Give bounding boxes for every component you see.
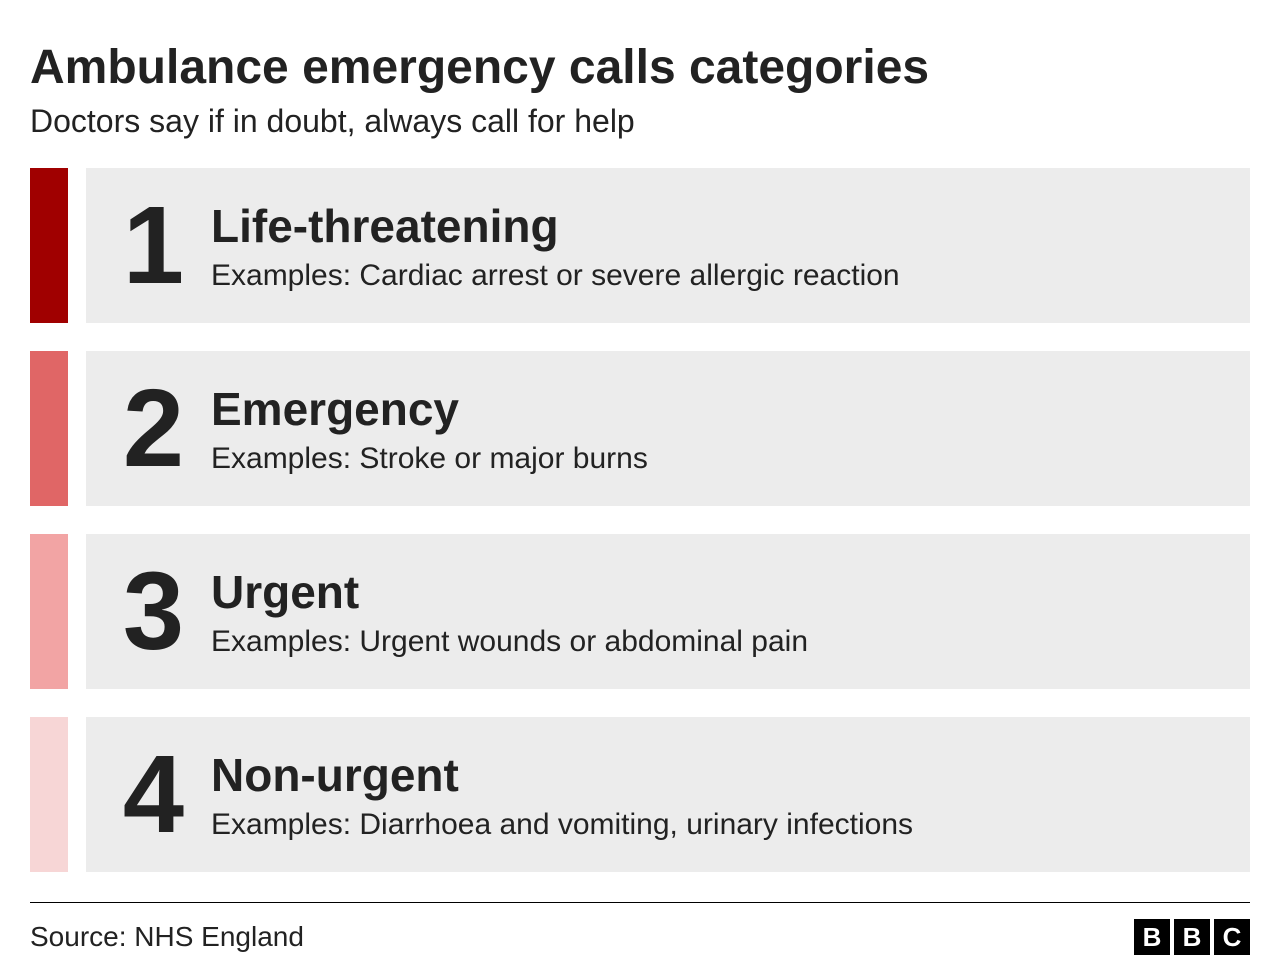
category-number: 4 — [96, 740, 211, 850]
category-examples: Examples: Urgent wounds or abdominal pai… — [211, 625, 808, 659]
category-row: 3 Urgent Examples: Urgent wounds or abdo… — [30, 534, 1250, 689]
category-text: Urgent Examples: Urgent wounds or abdomi… — [211, 565, 808, 659]
category-row: 4 Non-urgent Examples: Diarrhoea and vom… — [30, 717, 1250, 872]
category-text: Life-threatening Examples: Cardiac arres… — [211, 199, 900, 293]
severity-color-bar — [30, 351, 68, 506]
spacer — [68, 534, 86, 689]
category-label: Non-urgent — [211, 748, 913, 802]
category-content: 3 Urgent Examples: Urgent wounds or abdo… — [86, 534, 1250, 689]
categories-list: 1 Life-threatening Examples: Cardiac arr… — [30, 168, 1250, 872]
source-attribution: Source: NHS England — [30, 921, 304, 953]
page-title: Ambulance emergency calls categories — [30, 40, 1250, 95]
header: Ambulance emergency calls categories Doc… — [30, 40, 1250, 140]
severity-color-bar — [30, 534, 68, 689]
category-content: 4 Non-urgent Examples: Diarrhoea and vom… — [86, 717, 1250, 872]
category-examples: Examples: Diarrhoea and vomiting, urinar… — [211, 808, 913, 842]
logo-letter: B — [1174, 919, 1210, 955]
severity-color-bar — [30, 168, 68, 323]
category-row: 2 Emergency Examples: Stroke or major bu… — [30, 351, 1250, 506]
category-content: 2 Emergency Examples: Stroke or major bu… — [86, 351, 1250, 506]
category-number: 2 — [96, 374, 211, 484]
logo-letter: C — [1214, 919, 1250, 955]
category-examples: Examples: Cardiac arrest or severe aller… — [211, 259, 900, 293]
footer: Source: NHS England B B C — [30, 902, 1250, 975]
category-label: Urgent — [211, 565, 808, 619]
category-content: 1 Life-threatening Examples: Cardiac arr… — [86, 168, 1250, 323]
category-text: Non-urgent Examples: Diarrhoea and vomit… — [211, 748, 913, 842]
spacer — [68, 168, 86, 323]
category-number: 1 — [96, 191, 211, 301]
spacer — [68, 717, 86, 872]
category-label: Emergency — [211, 382, 648, 436]
logo-letter: B — [1134, 919, 1170, 955]
category-label: Life-threatening — [211, 199, 900, 253]
category-row: 1 Life-threatening Examples: Cardiac arr… — [30, 168, 1250, 323]
severity-color-bar — [30, 717, 68, 872]
category-number: 3 — [96, 557, 211, 667]
page-subtitle: Doctors say if in doubt, always call for… — [30, 103, 1250, 140]
category-examples: Examples: Stroke or major burns — [211, 442, 648, 476]
category-text: Emergency Examples: Stroke or major burn… — [211, 382, 648, 476]
bbc-logo: B B C — [1134, 919, 1250, 955]
spacer — [68, 351, 86, 506]
